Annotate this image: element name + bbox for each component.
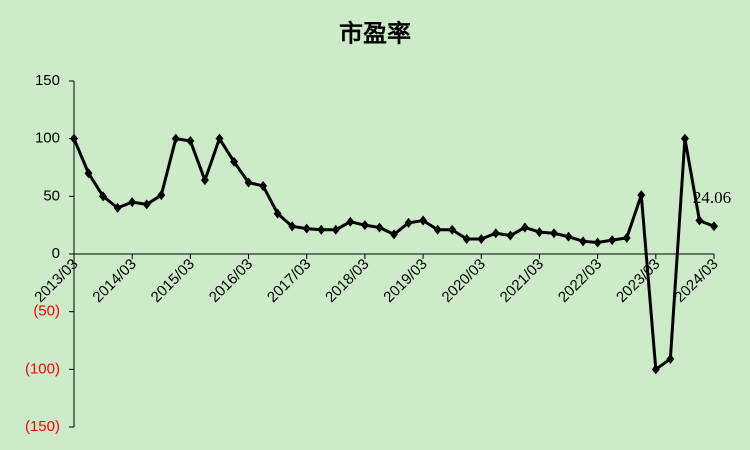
marker bbox=[520, 222, 529, 233]
y-tick-label: 50 bbox=[43, 187, 60, 204]
x-tick-label: 2019/03 bbox=[380, 256, 430, 306]
marker bbox=[346, 216, 355, 227]
marker bbox=[186, 135, 195, 146]
marker bbox=[288, 221, 297, 232]
marker bbox=[564, 231, 573, 242]
marker bbox=[142, 199, 151, 210]
x-tick-label: 2014/03 bbox=[89, 256, 139, 306]
marker bbox=[433, 224, 442, 235]
marker bbox=[99, 191, 108, 202]
x-tick-label: 2017/03 bbox=[264, 256, 314, 306]
x-tick-label: 2024/03 bbox=[671, 256, 721, 306]
marker bbox=[637, 190, 646, 201]
marker bbox=[230, 156, 238, 167]
marker bbox=[695, 215, 704, 226]
x-tick-label: 2015/03 bbox=[148, 256, 198, 306]
y-tick-label: 100 bbox=[35, 130, 60, 147]
marker bbox=[622, 232, 631, 243]
marker bbox=[535, 227, 544, 238]
marker bbox=[477, 234, 486, 245]
marker bbox=[666, 353, 675, 364]
marker bbox=[273, 208, 282, 219]
marker bbox=[579, 236, 588, 247]
marker bbox=[710, 221, 718, 232]
marker bbox=[462, 234, 471, 245]
y-tick-label: 150 bbox=[35, 72, 60, 89]
marker bbox=[404, 217, 413, 228]
marker bbox=[651, 364, 660, 375]
marker bbox=[448, 224, 457, 235]
marker bbox=[70, 133, 78, 144]
marker bbox=[259, 180, 268, 191]
marker bbox=[390, 229, 398, 240]
marker bbox=[680, 133, 689, 144]
marker bbox=[608, 235, 617, 246]
y-tick-label: (100) bbox=[25, 360, 60, 377]
marker bbox=[244, 177, 253, 188]
x-tick-label: 2021/03 bbox=[497, 256, 547, 306]
x-tick-label: 2022/03 bbox=[555, 256, 605, 306]
marker bbox=[360, 220, 369, 231]
y-tick-label: (50) bbox=[33, 303, 60, 320]
marker bbox=[491, 228, 500, 239]
marker bbox=[84, 168, 93, 179]
y-tick-label: (150) bbox=[25, 418, 60, 435]
marker bbox=[317, 224, 326, 235]
marker bbox=[331, 224, 340, 235]
marker bbox=[157, 190, 166, 201]
marker bbox=[550, 228, 558, 239]
marker bbox=[419, 215, 428, 226]
marker bbox=[113, 202, 122, 213]
data-label: 24.06 bbox=[693, 188, 731, 207]
marker bbox=[506, 230, 515, 241]
marker bbox=[200, 175, 209, 186]
marker bbox=[128, 197, 137, 208]
x-tick-label: 2023/03 bbox=[613, 256, 663, 306]
marker bbox=[171, 133, 180, 144]
marker bbox=[302, 223, 311, 234]
marker bbox=[375, 222, 384, 233]
marker bbox=[215, 133, 224, 144]
chart-title: 市盈率 bbox=[339, 19, 411, 47]
x-tick-label: 2018/03 bbox=[322, 256, 372, 306]
y-tick-label: 0 bbox=[52, 245, 60, 262]
marker bbox=[593, 237, 602, 248]
x-tick-label: 2020/03 bbox=[439, 256, 489, 306]
x-tick-label: 2016/03 bbox=[206, 256, 256, 306]
